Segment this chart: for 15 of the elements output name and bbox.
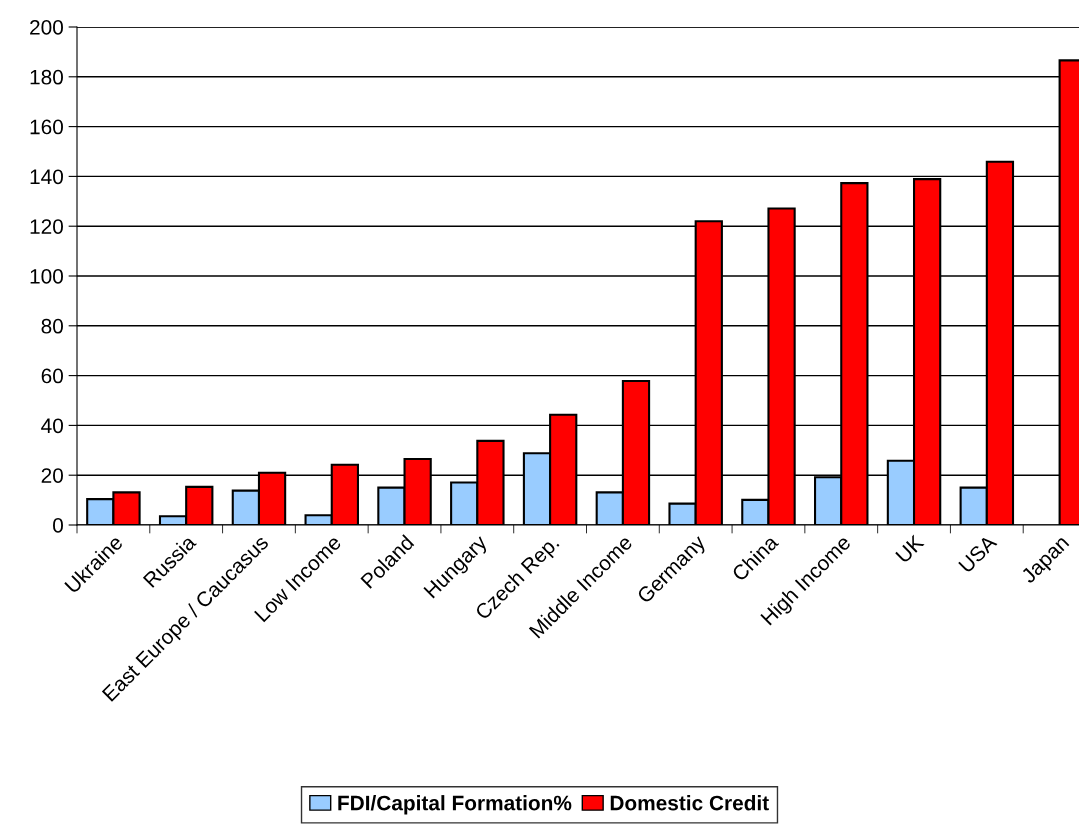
y-tick-label: 60 [41, 368, 63, 384]
legend-label: Domestic Credit [610, 795, 769, 811]
y-tick-label: 0 [53, 518, 63, 533]
y-tick-label: 100 [30, 269, 63, 284]
y-tick-label: 160 [30, 119, 63, 135]
y-tick-label: 140 [30, 169, 63, 185]
y-tick-label: 20 [41, 468, 63, 483]
x-tick-label: UK [895, 534, 925, 564]
y-tick-label: 120 [30, 219, 63, 234]
y-tick-label: 40 [41, 418, 63, 434]
y-tick-label: 80 [41, 318, 63, 334]
y-tick-label: 200 [30, 20, 63, 35]
legend-label: FDI/Capital Formation% [338, 795, 572, 815]
x-tick-label: USA [958, 533, 998, 574]
y-tick-label: 180 [30, 69, 63, 85]
